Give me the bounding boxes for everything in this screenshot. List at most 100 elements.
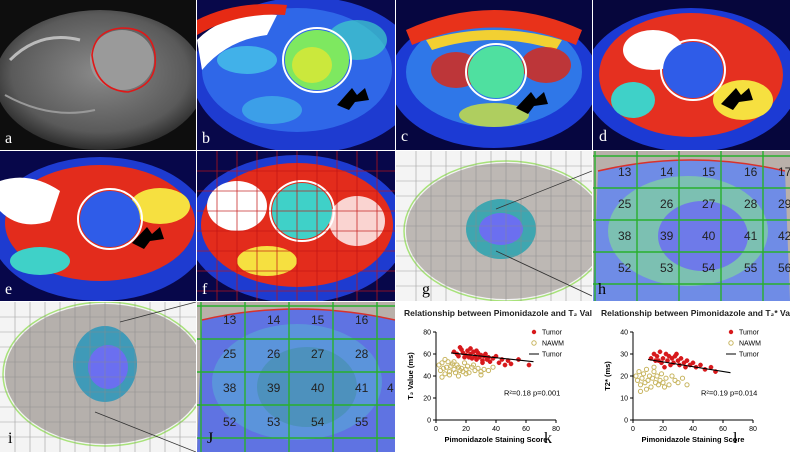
nawm-point — [679, 375, 686, 381]
nawm-point — [663, 375, 669, 381]
panel-c-heatmap: c — [396, 0, 592, 150]
grid-num: 25 — [618, 197, 632, 211]
x-tick-label: 40 — [492, 426, 500, 433]
legend-label: NAWM — [739, 341, 761, 348]
grid-num: 4 — [387, 381, 394, 395]
nawm-point — [440, 365, 447, 371]
panel-label-b: b — [202, 130, 210, 147]
legend-tumor-marker — [728, 329, 734, 335]
panel-label-i: i — [8, 430, 13, 447]
grid-num: 14 — [267, 313, 281, 327]
y-axis-label: T₂ Value (ms) — [406, 352, 415, 400]
nawm-point — [669, 373, 675, 379]
nawm-point — [442, 356, 448, 363]
tumor-point — [483, 351, 488, 357]
chart-background — [396, 302, 592, 452]
stats-annotation: R²=0.18 p=0.001 — [504, 388, 560, 397]
x-tick-label: 20 — [659, 426, 667, 433]
nawm-point — [654, 373, 660, 379]
legend-label: NAWM — [542, 341, 564, 348]
nawm-point — [446, 372, 453, 378]
nawm-point — [655, 382, 662, 388]
grid-num: 52 — [223, 415, 237, 429]
x-tick-label: 40 — [689, 426, 697, 433]
tumor-point — [698, 362, 703, 368]
y-axis-label: T2* (ms) — [603, 361, 612, 391]
nawm-point — [649, 375, 656, 381]
x-tick-label: 60 — [719, 426, 727, 433]
grid-num: 25 — [223, 347, 237, 361]
nawm-point — [636, 369, 642, 375]
grid-num: 41 — [744, 229, 758, 243]
tumor-region — [90, 30, 154, 90]
grid-num: 54 — [311, 415, 325, 429]
nawm-point — [470, 362, 477, 368]
nawm-point — [461, 360, 468, 366]
grid-num: 40 — [311, 381, 325, 395]
grid-num: 16 — [744, 165, 758, 179]
grid-num: 13 — [223, 313, 237, 327]
grid-num: 41 — [355, 381, 369, 395]
nawm-point — [481, 366, 487, 373]
panel-label-d: d — [599, 128, 607, 145]
nawm-point — [660, 380, 666, 386]
nawm-point — [684, 382, 690, 388]
panel-label-f: f — [202, 281, 208, 298]
grid-num: 38 — [223, 381, 237, 395]
nawm-point — [442, 371, 448, 377]
nawm-point — [455, 373, 462, 379]
panel-i-histology-grid: i — [0, 302, 196, 452]
panel-a-mri-t2: a — [0, 0, 196, 150]
grid-overlay — [197, 151, 395, 301]
nawm-point — [645, 377, 651, 384]
grid-num: 27 — [311, 347, 325, 361]
grid-num: 13 — [618, 165, 632, 179]
nawm-point — [443, 364, 450, 370]
nawm-point — [452, 370, 459, 376]
grid-num: 52 — [618, 261, 632, 275]
tumor-point — [457, 345, 463, 350]
tumor-point — [468, 346, 473, 351]
nawm-point — [658, 371, 665, 377]
nawm-point — [634, 377, 641, 384]
legend-label: Tumor — [739, 330, 760, 337]
tumor-point — [684, 358, 690, 363]
tumor-outline — [91, 27, 157, 93]
y-tick-label: 20 — [423, 396, 431, 403]
grid-num: 55 — [355, 415, 369, 429]
grid-num: 53 — [267, 415, 281, 429]
panel-label-h: h — [598, 281, 606, 298]
tumor-point — [674, 351, 679, 357]
nawm-point — [639, 375, 645, 381]
tumor-point — [474, 348, 479, 354]
x-tick-label: 0 — [631, 426, 635, 433]
panel-k-scatter-chart: Relationship between Pimonidazole and T₂… — [396, 302, 592, 452]
tumor-point — [526, 362, 532, 368]
tumor-point — [508, 361, 514, 367]
tumor-point — [690, 360, 696, 366]
panel-e-heatmap: e — [0, 151, 196, 301]
panel-j-histology-zoom: 13 14 15 16 25 26 27 28 38 39 40 41 4 52… — [197, 302, 395, 452]
nawm-point — [451, 359, 457, 365]
grid-num: 15 — [311, 313, 325, 327]
tumor-point — [678, 356, 684, 361]
nawm-point — [464, 363, 471, 369]
x-tick-label: 0 — [434, 426, 438, 433]
grid-num: 53 — [660, 261, 674, 275]
y-tick-label: 40 — [620, 330, 628, 337]
grid-num: 54 — [702, 261, 716, 275]
nawm-point — [463, 371, 469, 377]
panel-label-g: g — [422, 281, 430, 298]
y-tick-label: 30 — [620, 352, 628, 359]
fit-line — [450, 352, 534, 363]
grid-num: 28 — [355, 347, 369, 361]
tumor-point — [502, 362, 508, 368]
tumor-point — [462, 354, 467, 360]
nawm-point — [648, 384, 654, 390]
panel-label-c: c — [401, 128, 409, 145]
nawm-point — [637, 382, 644, 388]
grid-num: 29 — [778, 197, 790, 211]
legend-label: Tumor — [542, 352, 563, 359]
y-tick-label: 60 — [423, 352, 431, 359]
